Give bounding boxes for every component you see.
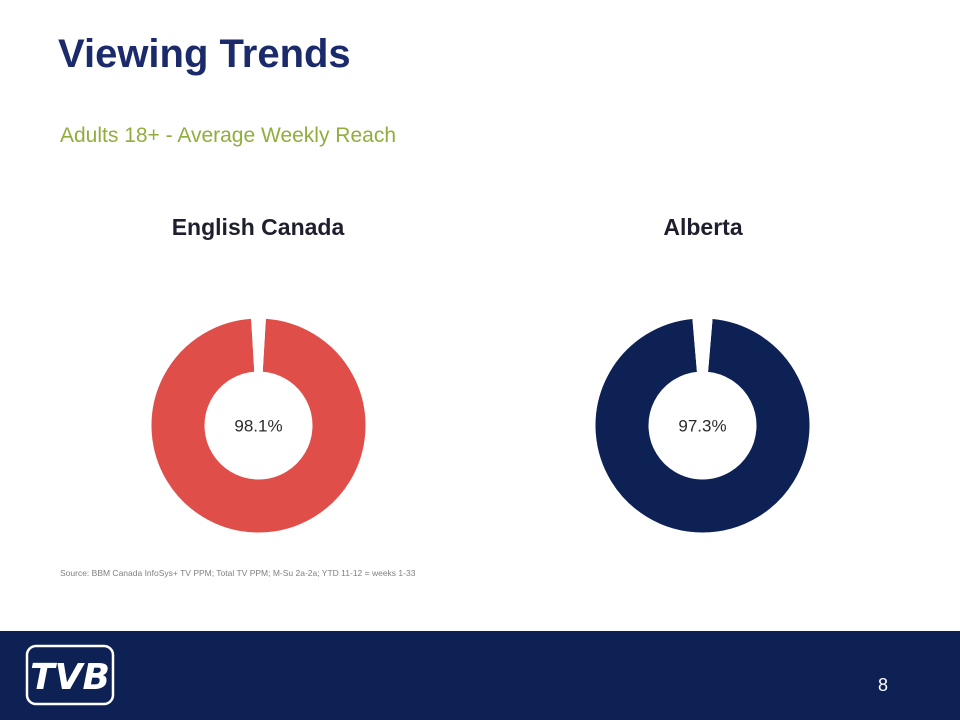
donut-slice-remainder xyxy=(251,317,266,374)
donut-center-label: 98.1% xyxy=(234,417,282,436)
donut-slice-reach xyxy=(594,317,811,534)
tvb-logo-icon: TVB xyxy=(25,644,115,706)
chart-title-alberta: Alberta xyxy=(663,214,743,240)
page-number: 8 xyxy=(877,675,888,695)
donut-chart-english-canada: 98.1% xyxy=(150,317,367,534)
chart-title-english-canada: English Canada xyxy=(171,214,345,240)
donut-chart-alberta: 97.3% xyxy=(594,317,811,534)
slide-title: Viewing Trends xyxy=(58,32,351,76)
footer-bar: TVB 8 xyxy=(0,631,960,720)
donut-center-label: 97.3% xyxy=(678,417,726,436)
logo-text: TVB xyxy=(30,657,110,698)
source-note: Source: BBM Canada InfoSys+ TV PPM; Tota… xyxy=(60,568,416,578)
donut-slice-reach xyxy=(150,317,367,534)
donut-slice-remainder xyxy=(692,317,713,374)
slide-subtitle: Adults 18+ - Average Weekly Reach xyxy=(60,124,396,147)
